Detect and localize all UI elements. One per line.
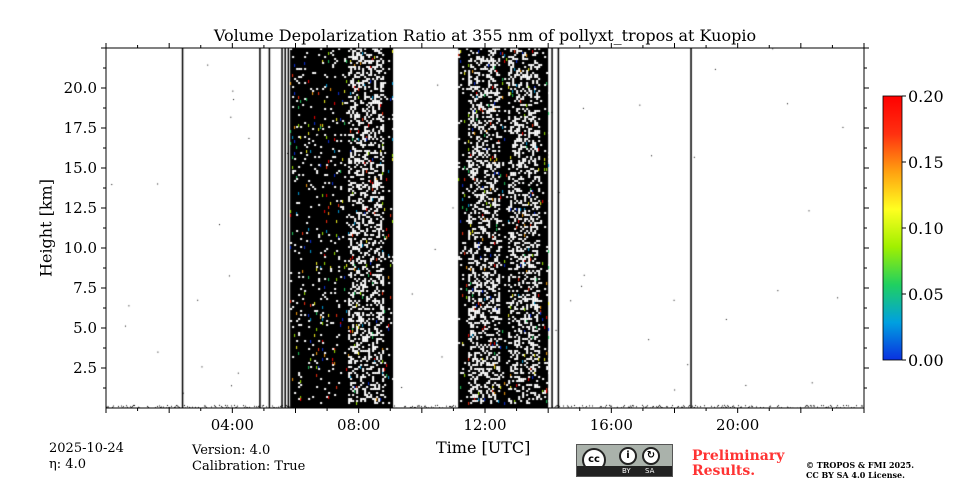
x-tick-label: 20:00 [716,416,759,434]
colorbar-tick-label: 0.00 [908,351,944,370]
copyright-label: © TROPOS & FMI 2025. [806,460,915,470]
heatmap-canvas [106,48,864,408]
date-label: 2025-10-24 [49,441,124,456]
colorbar-tick-label: 0.10 [908,219,944,238]
x-tick-label: 04:00 [211,416,254,434]
y-tick-label: 17.5 [64,119,97,137]
colorbar-tick-label: 0.15 [908,153,944,172]
y-tick-label: 7.5 [73,279,97,297]
preliminary-label: Preliminary [692,448,785,464]
plot-frame [105,47,865,409]
calibration-label: Calibration: True [192,459,306,474]
y-tick-label: 12.5 [64,199,97,217]
y-tick-label: 10.0 [64,239,97,257]
y-tick-label: 15.0 [64,159,97,177]
x-tick-label: 16:00 [590,416,633,434]
colorbar-tick-label: 0.05 [908,285,944,304]
version-label: Version: 4.0 [192,443,271,458]
chart-title: Volume Depolarization Ratio at 355 nm of… [213,26,757,45]
cc-license-badge: cc i ↻ BY SA [576,444,673,477]
share-alike-icon: ↻ [642,447,660,465]
colorbar [882,95,903,361]
attribution-icon: i [619,447,637,465]
license-label: CC BY SA 4.0 License. [806,470,905,480]
y-tick-label: 20.0 [64,79,97,97]
results-label: Results. [692,463,756,479]
y-tick-label: 5.0 [73,319,97,337]
by-label: BY [622,467,631,475]
x-tick-label: 12:00 [463,416,506,434]
y-axis-label: Height [km] [36,179,56,277]
colorbar-tick-label: 0.20 [908,87,944,106]
eta-label: η: 4.0 [49,457,86,472]
x-axis-label: Time [UTC] [436,438,531,457]
sa-label: SA [645,467,655,475]
y-tick-label: 2.5 [73,359,97,377]
x-tick-label: 08:00 [337,416,380,434]
